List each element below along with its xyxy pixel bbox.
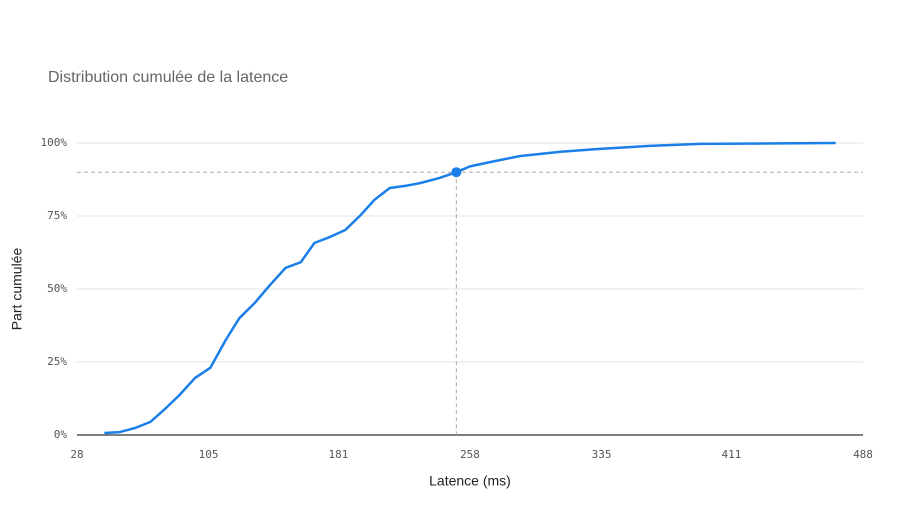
x-axis-label: Latence (ms) xyxy=(429,473,511,489)
y-tick-label: 100% xyxy=(41,136,68,149)
x-tick-label: 335 xyxy=(592,448,612,461)
x-tick-label: 181 xyxy=(328,448,348,461)
y-tick-label: 25% xyxy=(47,355,67,368)
y-axis-label: Part cumulée xyxy=(9,248,25,331)
cdf-line xyxy=(104,141,836,435)
y-tick-label: 0% xyxy=(54,428,68,441)
y-tick-label: 75% xyxy=(47,209,67,222)
reference-point xyxy=(451,167,462,178)
chart-title: Distribution cumulée de la latence xyxy=(48,69,288,86)
x-tick-label: 411 xyxy=(721,448,741,461)
x-tick-label: 105 xyxy=(199,448,219,461)
x-tick-label: 488 xyxy=(853,448,873,461)
x-tick-label: 258 xyxy=(460,448,480,461)
y-tick-label: 50% xyxy=(47,282,67,295)
x-tick-label: 28 xyxy=(70,448,83,461)
